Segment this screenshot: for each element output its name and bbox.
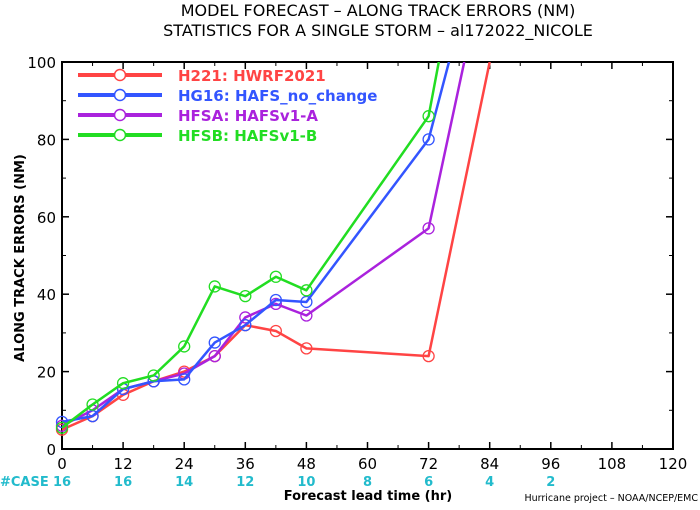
x-tick-label: 24 (175, 455, 194, 473)
chart-title: MODEL FORECAST – ALONG TRACK ERRORS (NM) (181, 1, 576, 20)
legend-label: HG16: HAFS_no_change (178, 87, 377, 105)
data-point (269, 270, 283, 283)
case-count: 16 (114, 475, 132, 490)
chart-subtitle: STATISTICS FOR A SINGLE STORM – al172022… (163, 21, 593, 41)
case-count: 2 (546, 475, 555, 490)
series-line-hfsb (62, 62, 441, 429)
data-point (422, 349, 435, 363)
y-axis-label: ALONG TRACK ERRORS (NM) (13, 154, 28, 362)
data-point (208, 349, 221, 363)
data-point (422, 110, 435, 123)
x-tick-label: 96 (541, 455, 560, 473)
case-count: 12 (236, 475, 254, 490)
series-line-hg16 (62, 62, 451, 424)
data-point (178, 340, 191, 353)
data-point (239, 319, 252, 332)
x-tick-label: 108 (598, 455, 627, 473)
x-tick-label: 36 (236, 455, 255, 473)
data-point (208, 280, 221, 293)
data-point (269, 324, 283, 338)
case-count: 10 (297, 475, 315, 490)
legend-marker (113, 68, 127, 82)
legend-label: H221: HWRF2021 (178, 67, 326, 85)
legend-label: HFSB: HAFSv1-B (178, 127, 317, 145)
data-point (147, 369, 160, 382)
legend-marker (113, 88, 127, 102)
data-point (422, 222, 435, 235)
x-tick-label: 60 (358, 455, 377, 473)
data-point (269, 293, 283, 307)
data-point (208, 336, 221, 349)
data-point (55, 421, 69, 434)
case-count-label: #CASE (0, 475, 49, 490)
y-tick-label: 80 (37, 131, 56, 149)
data-point (116, 377, 130, 390)
legend-label: HFSA: HAFSv1-A (178, 107, 318, 125)
data-point (239, 311, 252, 324)
x-tick-label: 48 (297, 455, 316, 473)
data-point (422, 133, 435, 146)
data-point (300, 342, 313, 355)
data-point (178, 373, 191, 386)
case-count: 6 (424, 475, 433, 490)
legend-marker (113, 128, 127, 142)
x-tick-label: 12 (114, 455, 133, 473)
y-tick-label: 40 (37, 286, 56, 304)
data-point (86, 398, 99, 411)
y-tick-label: 60 (37, 209, 56, 227)
series-line-hfsa (62, 62, 466, 427)
x-tick-label: 0 (57, 455, 67, 473)
case-count: 14 (175, 475, 193, 490)
x-axis-label: Forecast lead time (hr) (284, 489, 452, 504)
case-count: 4 (485, 475, 494, 490)
x-tick-label: 72 (419, 455, 438, 473)
data-point (300, 284, 313, 297)
data-point (239, 289, 252, 303)
data-point (300, 309, 313, 322)
case-count: 8 (363, 475, 372, 490)
legend-marker (113, 108, 127, 122)
x-tick-label: 120 (659, 455, 688, 473)
credit-text: Hurricane project – NOAA/NCEP/EMC (524, 493, 698, 504)
y-tick-label: 100 (27, 54, 56, 72)
plot-frame (61, 61, 674, 450)
y-tick-label: 0 (46, 441, 56, 459)
case-count: 16 (53, 475, 71, 490)
x-tick-label: 84 (480, 455, 499, 473)
y-tick-label: 20 (37, 364, 56, 382)
